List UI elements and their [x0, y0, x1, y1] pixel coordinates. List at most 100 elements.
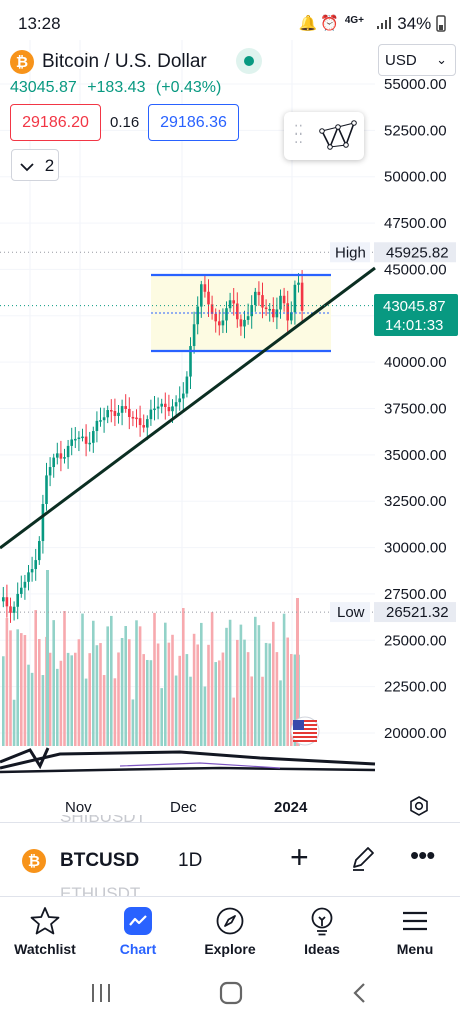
bitcoin-logo-icon: ₿: [10, 50, 34, 74]
volume-bar: [38, 639, 41, 748]
candle-body: [153, 408, 156, 411]
volume-bar: [182, 608, 185, 748]
volume-bar: [110, 615, 113, 748]
candle-body: [146, 419, 149, 428]
sell-button[interactable]: 29186.20: [10, 104, 101, 141]
volume-bar: [192, 633, 196, 748]
recent-apps-icon[interactable]: [90, 982, 112, 1004]
candle-body: [113, 410, 117, 416]
candle-body: [41, 504, 45, 542]
buy-button[interactable]: 29186.36: [148, 104, 239, 141]
add-icon[interactable]: +: [290, 839, 309, 875]
candle-body: [23, 581, 27, 588]
time-axis-label: 2024: [274, 799, 308, 816]
volume-bar: [46, 570, 49, 748]
candle-body: [38, 541, 41, 561]
candle-body: [45, 475, 48, 505]
nav-ideas[interactable]: Ideas: [277, 905, 367, 957]
volume-bar: [102, 675, 106, 748]
drawing-toolbar-float[interactable]: ⁚⁚ ⁚⁚: [284, 112, 364, 160]
battery-icon: [436, 15, 446, 32]
volume-bar: [70, 655, 73, 748]
candle-body: [203, 284, 207, 292]
volume-bar: [34, 610, 37, 748]
volume-bar: [243, 639, 246, 748]
volume-bar: [99, 643, 102, 748]
bitcoin-logo-icon: ₿: [22, 849, 46, 873]
candle-body: [279, 295, 282, 310]
pattern-tool-icon[interactable]: [318, 119, 358, 153]
price-tick-label: 55000.00: [384, 76, 447, 93]
nav-explore[interactable]: Explore: [185, 905, 275, 957]
interval-button[interactable]: 1D: [178, 850, 203, 871]
ticker-button[interactable]: BTCUSD: [60, 850, 140, 871]
us-flag-icon-stripe: [293, 728, 317, 730]
candle-body: [84, 436, 88, 444]
symbol-toolbar: ₿ BTCUSD 1D + •••: [0, 838, 460, 884]
network-type: 4G+: [344, 15, 364, 26]
price-tick-label: 37500.00: [384, 401, 447, 418]
currency-select[interactable]: USD ⌄: [378, 44, 456, 76]
volume-bar: [264, 642, 268, 748]
volume-bar: [81, 613, 84, 748]
volume-bar: [77, 639, 81, 748]
trend-line[interactable]: [0, 266, 376, 550]
current-price-value: 43045.87: [383, 298, 446, 315]
candle-body: [264, 307, 268, 310]
candle-body: [182, 393, 185, 399]
volume-bar: [16, 629, 19, 748]
us-flag-icon-stripe: [293, 732, 317, 734]
chart-icon: [124, 907, 152, 935]
candle-body: [250, 305, 253, 317]
price-chart[interactable]: 55000.00 52500.00 50000.00 47500.00 45000.00…: [0, 40, 460, 820]
symbol-title[interactable]: ₿ Bitcoin / U.S. Dollar: [10, 50, 207, 74]
volume-bar: [239, 624, 243, 748]
candle-body: [142, 425, 145, 428]
candle-body: [254, 291, 257, 306]
draw-pen-icon[interactable]: [350, 845, 376, 871]
chevron-down-icon: [20, 162, 34, 171]
indicators-count: 2: [44, 156, 55, 175]
candle-body: [297, 282, 300, 285]
volume-bar: [153, 612, 156, 748]
nav-label: Ideas: [304, 941, 340, 957]
last-price: 43045.87: [10, 79, 77, 96]
status-bar: 13:28 🔔⏰ 4G+ 34%: [0, 0, 460, 46]
market-open-indicator: [236, 48, 262, 74]
candle-body: [117, 412, 120, 416]
volume-bar: [174, 675, 178, 748]
candle-body: [200, 284, 203, 307]
candle-body: [131, 416, 135, 419]
nav-menu[interactable]: Menu: [370, 905, 460, 957]
candle-body: [88, 442, 91, 445]
star-icon: [30, 907, 60, 935]
volume-bar: [52, 620, 55, 748]
candle-body: [174, 402, 178, 407]
volume-bar: [66, 652, 70, 748]
nav-chart[interactable]: Chart: [93, 905, 183, 957]
candle-body: [95, 420, 99, 432]
indicators-toggle-button[interactable]: 2: [11, 149, 59, 181]
volume-bar: [232, 697, 235, 748]
volume-bar: [120, 638, 124, 748]
back-icon[interactable]: [350, 982, 370, 1004]
more-icon[interactable]: •••: [410, 840, 435, 870]
current-price-badge: [374, 294, 458, 336]
volume-bar: [200, 622, 203, 748]
price-tick-label: 22500.00: [384, 679, 447, 696]
us-flag-icon-canton: [293, 720, 304, 730]
nav-watchlist[interactable]: Watchlist: [0, 905, 90, 957]
ghost-symbol: SHIBUSDT: [60, 815, 146, 826]
chart-settings-icon[interactable]: [408, 795, 430, 822]
volume-bar: [88, 653, 91, 748]
volume-bar: [128, 639, 131, 748]
volume-bar: [95, 645, 99, 748]
indicator-line: [0, 747, 50, 770]
candle-body: [81, 436, 84, 439]
candle-body: [290, 312, 293, 321]
candle-body: [300, 282, 304, 311]
home-icon[interactable]: [219, 981, 243, 1005]
drag-handle-icon[interactable]: ⁚⁚ ⁚⁚: [294, 122, 303, 146]
volume-bar: [290, 654, 293, 748]
volume-bar: [106, 626, 109, 748]
